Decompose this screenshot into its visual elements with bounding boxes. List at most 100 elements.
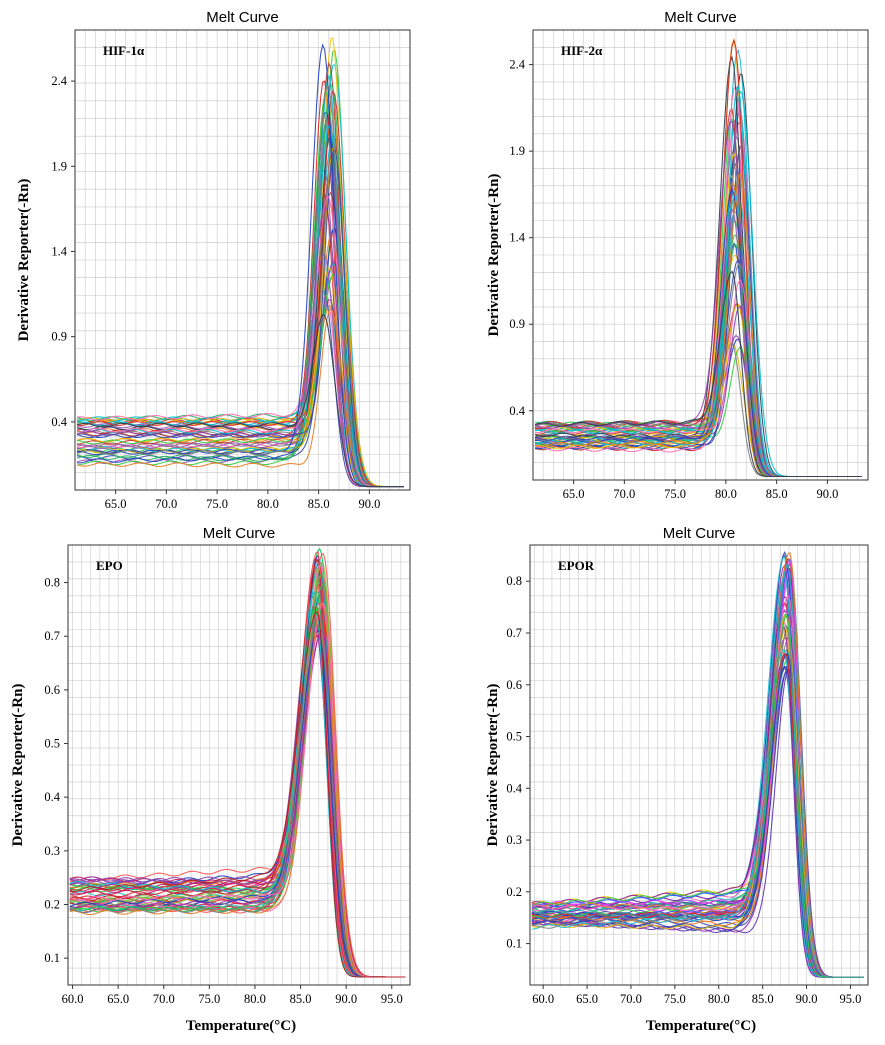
y-axis-label: Derivative Reporter(-Rn) bbox=[10, 684, 26, 847]
y-tick-label: 0.3 bbox=[44, 844, 60, 858]
x-tick-label: 80.0 bbox=[257, 497, 279, 511]
melt-curve-series bbox=[531, 562, 864, 978]
y-tick-label: 0.8 bbox=[506, 574, 522, 588]
gene-annotation: EPOR bbox=[558, 558, 595, 573]
x-tick-label: 70.0 bbox=[153, 992, 175, 1006]
x-tick-label: 65.0 bbox=[107, 992, 129, 1006]
chart-panel-3: 60.0 65.0 70.0 75.0 80.0 85.0 90.0 95.0 0.1 0.2 0.… bbox=[10, 525, 411, 1034]
melt-curve-series bbox=[76, 314, 404, 488]
y-tick-label: 0.2 bbox=[506, 885, 522, 899]
y-tick-label: 0.4 bbox=[44, 790, 60, 804]
x-tick-label: 75.0 bbox=[664, 487, 686, 501]
y-tick-label: 0.9 bbox=[509, 317, 525, 331]
x-tick-label: 80.0 bbox=[244, 992, 266, 1006]
x-tick-label: 90.0 bbox=[335, 992, 357, 1006]
melt-curve-series bbox=[531, 666, 864, 978]
melt-curve-series bbox=[76, 295, 404, 488]
melt-curve-series bbox=[531, 665, 864, 978]
chart-title: Melt Curve bbox=[203, 525, 276, 542]
chart-title: Melt Curve bbox=[664, 9, 737, 26]
x-tick-label: 75.0 bbox=[206, 497, 228, 511]
melt-curve-series bbox=[531, 575, 864, 978]
chart-panel-2: 65.0 70.0 75.0 80.0 85.0 90.0 0.4 0.9 1.4 1.9 2.4 M… bbox=[486, 9, 869, 501]
x-tick-label: 80.0 bbox=[708, 992, 730, 1006]
melt-curve-series bbox=[531, 614, 864, 978]
x-tick-label: 95.0 bbox=[840, 992, 862, 1006]
melt-curve-series bbox=[531, 670, 864, 978]
melt-curve-series bbox=[69, 551, 406, 978]
melt-curve-series bbox=[76, 308, 404, 488]
x-tick-label: 70.0 bbox=[613, 487, 635, 501]
y-tick-label: 0.6 bbox=[506, 678, 522, 692]
plot-frame bbox=[67, 544, 411, 986]
melt-curves bbox=[69, 547, 406, 978]
y-tick-label: 0.5 bbox=[506, 730, 522, 744]
y-tick-label: 0.1 bbox=[506, 937, 522, 951]
melt-curve-series bbox=[531, 653, 864, 978]
y-axis-label: Derivative Reporter(-Rn) bbox=[16, 179, 32, 342]
y-tick-label: 1.4 bbox=[51, 244, 67, 258]
melt-curve-series bbox=[76, 147, 404, 488]
y-tick-label: 0.2 bbox=[44, 898, 60, 912]
melt-curves bbox=[534, 38, 862, 478]
x-axis-label: Temperature(°C) bbox=[186, 1018, 296, 1034]
melt-curve-series bbox=[531, 565, 864, 978]
y-tick-label: 1.9 bbox=[509, 144, 525, 158]
melt-curve-series bbox=[76, 266, 404, 488]
melt-curve-series bbox=[531, 552, 864, 978]
x-tick-label: 60.0 bbox=[62, 992, 84, 1006]
melt-curve-series bbox=[69, 623, 406, 978]
y-tick-label: 0.6 bbox=[44, 683, 60, 697]
melt-curve-series bbox=[531, 665, 864, 978]
y-tick-label: 0.4 bbox=[509, 404, 525, 418]
y-tick-label: 0.5 bbox=[44, 737, 60, 751]
grid-lines bbox=[74, 30, 411, 490]
x-tick-label: 75.0 bbox=[198, 992, 220, 1006]
melt-curve-series bbox=[76, 73, 404, 488]
chart-title: Melt Curve bbox=[206, 9, 279, 26]
plot-frame bbox=[529, 544, 869, 986]
x-tick-label: 65.0 bbox=[105, 497, 127, 511]
melt-curve-series bbox=[69, 602, 406, 978]
gene-annotation: HIF-2α bbox=[561, 43, 603, 58]
melt-curve-series bbox=[534, 270, 862, 478]
melt-curve-series bbox=[531, 668, 864, 978]
gene-annotation: EPO bbox=[96, 558, 123, 573]
y-axis-label: Derivative Reporter(-Rn) bbox=[486, 174, 502, 337]
x-tick-label: 75.0 bbox=[664, 992, 686, 1006]
melt-curve-series bbox=[69, 591, 406, 978]
melt-curve-series bbox=[76, 85, 404, 488]
x-tick-label: 85.0 bbox=[766, 487, 788, 501]
x-tick-label: 65.0 bbox=[563, 487, 585, 501]
x-tick-label: 70.0 bbox=[155, 497, 177, 511]
y-tick-label: 1.4 bbox=[509, 231, 525, 245]
grid-lines bbox=[532, 30, 869, 480]
melt-curve-series bbox=[69, 616, 406, 978]
melt-curve-series bbox=[69, 614, 406, 978]
melt-curve-series bbox=[76, 204, 404, 488]
melt-curves bbox=[531, 551, 864, 978]
y-tick-label: 0.8 bbox=[44, 576, 60, 590]
melt-curve-series bbox=[69, 611, 406, 978]
y-tick-label: 2.4 bbox=[509, 58, 525, 72]
x-tick-label: 90.0 bbox=[796, 992, 818, 1006]
melt-curve-series bbox=[69, 613, 406, 978]
plot-frame bbox=[532, 29, 869, 481]
x-tick-label: 65.0 bbox=[576, 992, 598, 1006]
y-tick-label: 2.4 bbox=[51, 74, 67, 88]
y-tick-label: 0.3 bbox=[506, 833, 522, 847]
x-tick-label: 85.0 bbox=[752, 992, 774, 1006]
x-tick-label: 80.0 bbox=[715, 487, 737, 501]
chart-panel-1: 65.0 70.0 75.0 80.0 85.0 90.0 0.4 0.9 1.4 1.9 2.4 M… bbox=[16, 9, 411, 511]
melt-curve-series bbox=[531, 671, 864, 978]
y-tick-label: 0.1 bbox=[44, 951, 60, 965]
x-tick-label: 85.0 bbox=[308, 497, 330, 511]
x-tick-label: 95.0 bbox=[381, 992, 403, 1006]
melt-curves bbox=[76, 36, 404, 488]
x-tick-label: 70.0 bbox=[620, 992, 642, 1006]
gene-annotation: HIF-1α bbox=[103, 43, 145, 58]
y-tick-label: 0.4 bbox=[506, 781, 522, 795]
grid-lines bbox=[68, 545, 411, 985]
x-tick-label: 90.0 bbox=[358, 497, 380, 511]
